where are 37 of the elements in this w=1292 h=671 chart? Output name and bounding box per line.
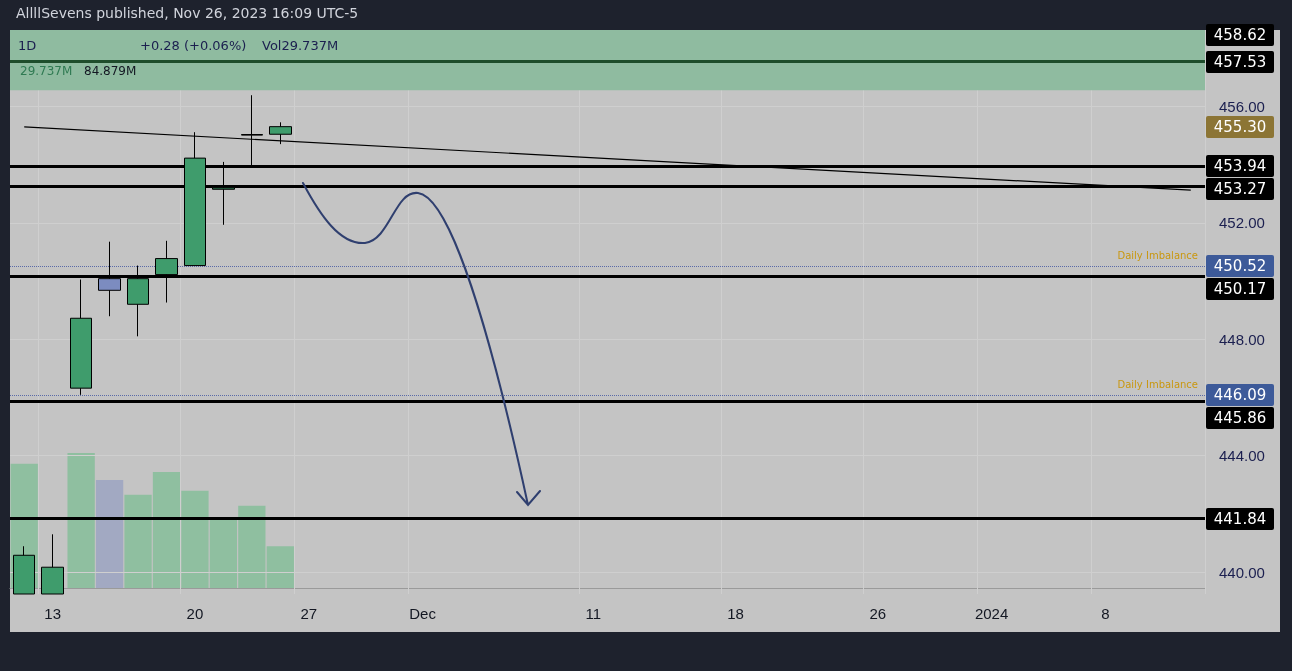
ref-line-label: 446.09 <box>1206 383 1274 406</box>
annotation: +0.28 (+0.06%) <box>140 38 247 53</box>
text: AllllSevens published, Nov 26, 2023 16:09 UTC-5 <box>16 5 359 21</box>
ref-line-label: 457.53 <box>1206 50 1274 73</box>
y-tick-label: 452.00 <box>1219 214 1265 232</box>
x-tick-label: 26 <box>869 605 887 622</box>
annotation: 84.879M <box>84 64 137 78</box>
band-label: 458.62 <box>1206 24 1274 46</box>
x-tick-label: 18 <box>727 605 744 622</box>
ref-line-label: 450.52 <box>1206 254 1274 277</box>
candlestick <box>41 533 64 595</box>
ref-line-label: 441.84 <box>1206 507 1274 530</box>
x-tick-label: 13 <box>44 605 62 622</box>
text: 455.30 <box>1206 115 1274 138</box>
y-tick-label: 444.00 <box>1219 447 1265 465</box>
x-tick-label: 11 <box>585 605 602 622</box>
y-tick-label: 440.00 <box>1219 563 1265 581</box>
ref-line-label: 453.27 <box>1206 178 1274 201</box>
bar <box>67 453 95 588</box>
ref-line-label: 453.94 <box>1206 155 1274 178</box>
x-tick-label: 27 <box>300 605 318 622</box>
annotation: Vol29.737M <box>262 38 339 53</box>
y-tick-label: 456.00 <box>1219 97 1265 115</box>
text: 1D <box>18 38 37 53</box>
ref-line-label: 445.86 <box>1206 406 1274 429</box>
x-tick-label: 2024 <box>974 605 1009 622</box>
x-tick-label: Dec <box>409 605 437 622</box>
x-tick-label: 20 <box>186 605 204 622</box>
annotation: 29.737M <box>20 64 73 78</box>
annotation: Daily Imbalance <box>1117 249 1198 261</box>
candlestick <box>70 279 92 396</box>
candlestick <box>13 545 35 595</box>
x-tick-label: 8 <box>1101 605 1110 622</box>
bar <box>95 480 124 588</box>
ref-line-label: 450.17 <box>1206 277 1274 300</box>
y-tick-label: 448.00 <box>1219 330 1265 348</box>
annotation: Daily Imbalance <box>1117 378 1198 390</box>
